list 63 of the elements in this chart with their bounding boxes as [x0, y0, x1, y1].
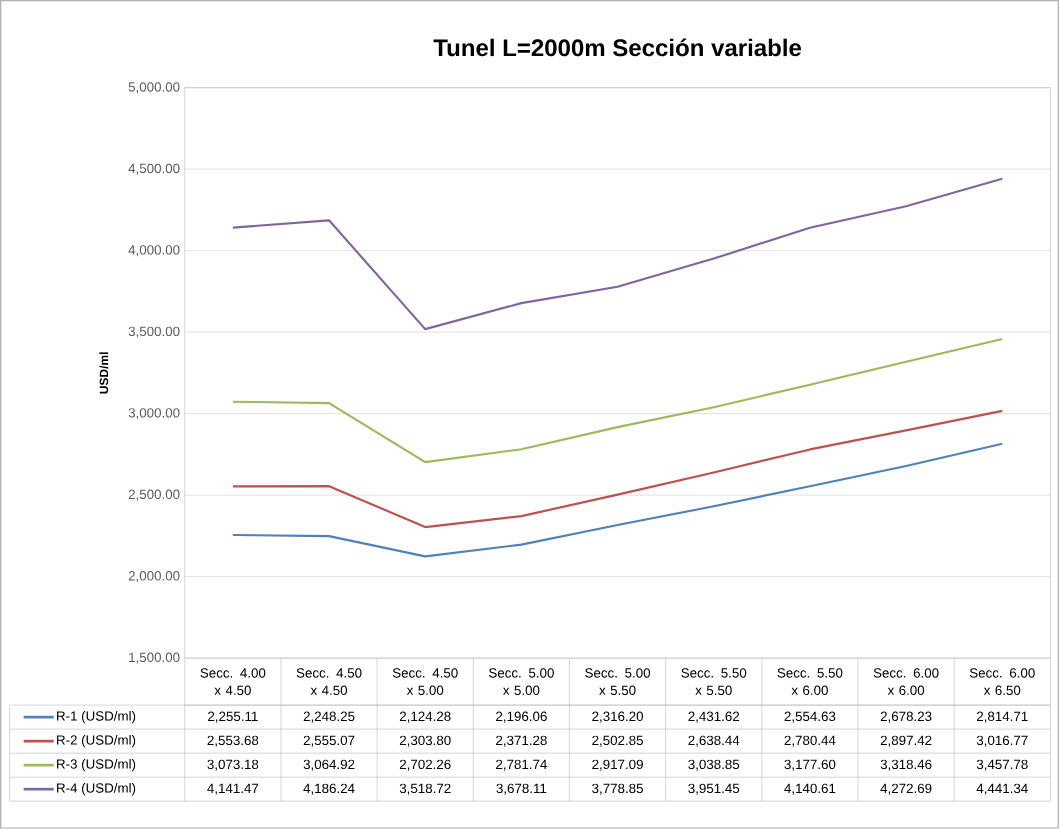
line-series [231, 409, 1004, 529]
y-tick-label: 3,500.00 [128, 326, 180, 338]
data-label: 2,502.85 [592, 735, 643, 747]
data-label: 2,781.74 [496, 759, 547, 771]
data-label: 2,553.68 [207, 735, 259, 747]
x-tick-label: Secc. 5.00 x 5.50 [585, 668, 651, 696]
legend-label: R-3 (USD/ml) [57, 759, 136, 772]
data-label: 2,554.63 [784, 711, 836, 723]
data-label: 3,518.72 [399, 783, 451, 795]
data-label: 4,186.24 [303, 783, 355, 795]
chart-title: Tunel L=2000m Sección variable [433, 38, 802, 57]
data-label: 3,177.60 [784, 759, 836, 771]
y-axis-title: USD/ml [99, 352, 109, 394]
data-label: 2,702.26 [399, 759, 451, 771]
x-tick-label: Secc. 6.00 x 6.50 [969, 668, 1035, 696]
legend-label: R-2 (USD/ml) [57, 734, 136, 748]
data-label: 3,073.18 [207, 759, 259, 771]
line-series [231, 442, 1004, 558]
data-label: 4,272.69 [880, 783, 932, 795]
x-tick-label: Secc. 4.50 x 5.00 [392, 668, 458, 696]
x-tick-label: Secc. 4.50 x 4.50 [296, 668, 362, 696]
data-label: 3,951.45 [688, 783, 740, 795]
y-tick-label: 2,500.00 [128, 489, 180, 501]
y-tick-label: 4,500.00 [128, 163, 180, 175]
legend-label: R-1 (USD/ml) [57, 710, 136, 724]
y-tick-label: 5,000.00 [128, 82, 180, 94]
data-label: 2,431.62 [688, 711, 740, 723]
line-series [231, 338, 1004, 464]
data-label: 3,064.92 [303, 759, 355, 771]
data-label: 2,371.28 [496, 735, 547, 747]
data-label: 2,897.42 [880, 735, 932, 747]
legend-label: R-4 (USD/ml) [57, 783, 136, 796]
x-tick-label: Secc. 6.00 x 6.00 [873, 668, 939, 696]
data-label: 2,678.23 [880, 711, 932, 723]
data-label: 2,303.80 [399, 735, 451, 747]
data-label: 2,638.44 [688, 735, 740, 747]
data-label: 2,780.44 [784, 735, 836, 747]
x-tick-label: Secc. 4.00 x 4.50 [200, 668, 266, 696]
data-label: 4,140.61 [784, 783, 836, 795]
y-tick-label: 2,000.00 [128, 571, 180, 583]
data-label: 3,038.85 [688, 759, 740, 771]
data-label: 3,016.77 [976, 735, 1028, 747]
data-label: 2,124.28 [399, 711, 451, 723]
data-label: 2,255.11 [208, 711, 258, 723]
x-tick-label: Secc. 5.00 x 5.00 [488, 668, 554, 696]
data-label: 3,678.11 [496, 783, 547, 795]
data-label: 4,141.47 [207, 783, 259, 795]
y-tick-label: 4,000.00 [128, 245, 180, 257]
data-label: 3,318.46 [880, 759, 932, 771]
y-tick-label: 3,000.00 [128, 408, 180, 420]
data-label: 4,441.34 [976, 783, 1028, 795]
x-tick-label: Secc. 5.50 x 6.00 [777, 668, 843, 696]
data-label: 2,917.09 [592, 759, 643, 771]
data-label: 2,248.25 [303, 711, 355, 723]
data-label: 2,316.20 [592, 711, 644, 723]
data-label: 3,457.78 [976, 759, 1028, 771]
x-tick-label: Secc. 5.50 x 5.50 [681, 668, 747, 696]
line-series [231, 177, 1004, 331]
y-tick-label: 1,500.00 [129, 652, 180, 664]
data-label: 2,814.71 [976, 711, 1028, 723]
data-label: 3,778.85 [592, 783, 643, 795]
data-label: 2,196.06 [496, 711, 547, 723]
data-label: 2,555.07 [303, 735, 355, 747]
